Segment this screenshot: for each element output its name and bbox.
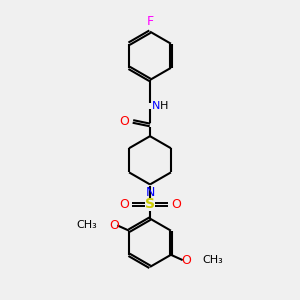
Text: O: O: [119, 115, 129, 128]
Text: O: O: [171, 198, 181, 211]
Text: N: N: [145, 186, 155, 199]
Text: O: O: [119, 198, 129, 211]
Text: S: S: [145, 197, 155, 212]
Text: O: O: [109, 219, 119, 232]
Text: CH₃: CH₃: [202, 255, 223, 265]
Text: CH₃: CH₃: [77, 220, 98, 230]
Text: F: F: [146, 15, 154, 28]
Text: O: O: [181, 254, 191, 267]
Text: N: N: [152, 101, 161, 111]
Text: H: H: [160, 101, 169, 111]
